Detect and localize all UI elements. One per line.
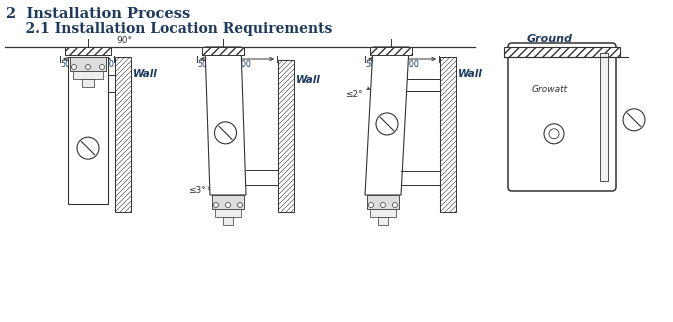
Bar xyxy=(278,60,294,212)
Text: ≤3°: ≤3° xyxy=(188,186,206,195)
Text: 90°: 90° xyxy=(116,36,132,45)
Bar xyxy=(378,217,388,225)
Bar xyxy=(70,57,106,71)
Bar xyxy=(68,57,108,204)
Circle shape xyxy=(392,203,398,207)
Circle shape xyxy=(85,64,90,70)
Bar xyxy=(600,53,608,181)
Text: 500≤d≤1200: 500≤d≤1200 xyxy=(197,60,251,69)
Circle shape xyxy=(71,64,77,70)
Bar xyxy=(370,209,396,217)
Text: Wall: Wall xyxy=(133,69,157,79)
Bar xyxy=(370,47,412,55)
Circle shape xyxy=(100,64,104,70)
Bar xyxy=(367,195,399,209)
Text: Wall: Wall xyxy=(458,69,483,79)
Text: Wall: Wall xyxy=(296,75,321,85)
Bar xyxy=(65,47,111,55)
Circle shape xyxy=(380,203,386,207)
Bar xyxy=(115,57,131,212)
Text: 2.1 Installation Location Requirements: 2.1 Installation Location Requirements xyxy=(6,22,332,36)
Text: Growatt: Growatt xyxy=(532,84,568,93)
Circle shape xyxy=(369,203,374,207)
Polygon shape xyxy=(205,47,246,195)
Bar xyxy=(202,47,244,55)
Bar xyxy=(440,57,456,212)
Bar xyxy=(212,195,244,209)
Bar xyxy=(82,79,94,87)
Text: Ground: Ground xyxy=(527,34,573,44)
Text: 500≤d≤1200: 500≤d≤1200 xyxy=(365,60,419,69)
Circle shape xyxy=(238,203,242,207)
Bar xyxy=(504,47,620,57)
Text: 500≤d≤1200: 500≤d≤1200 xyxy=(60,60,114,69)
Bar xyxy=(223,217,233,225)
Text: ≤2°: ≤2° xyxy=(345,90,363,99)
Text: 2  Installation Process: 2 Installation Process xyxy=(6,7,190,21)
Bar xyxy=(73,71,103,79)
Circle shape xyxy=(225,203,230,207)
Circle shape xyxy=(213,203,219,207)
Polygon shape xyxy=(365,47,409,195)
Bar xyxy=(215,209,241,217)
FancyBboxPatch shape xyxy=(508,43,616,191)
